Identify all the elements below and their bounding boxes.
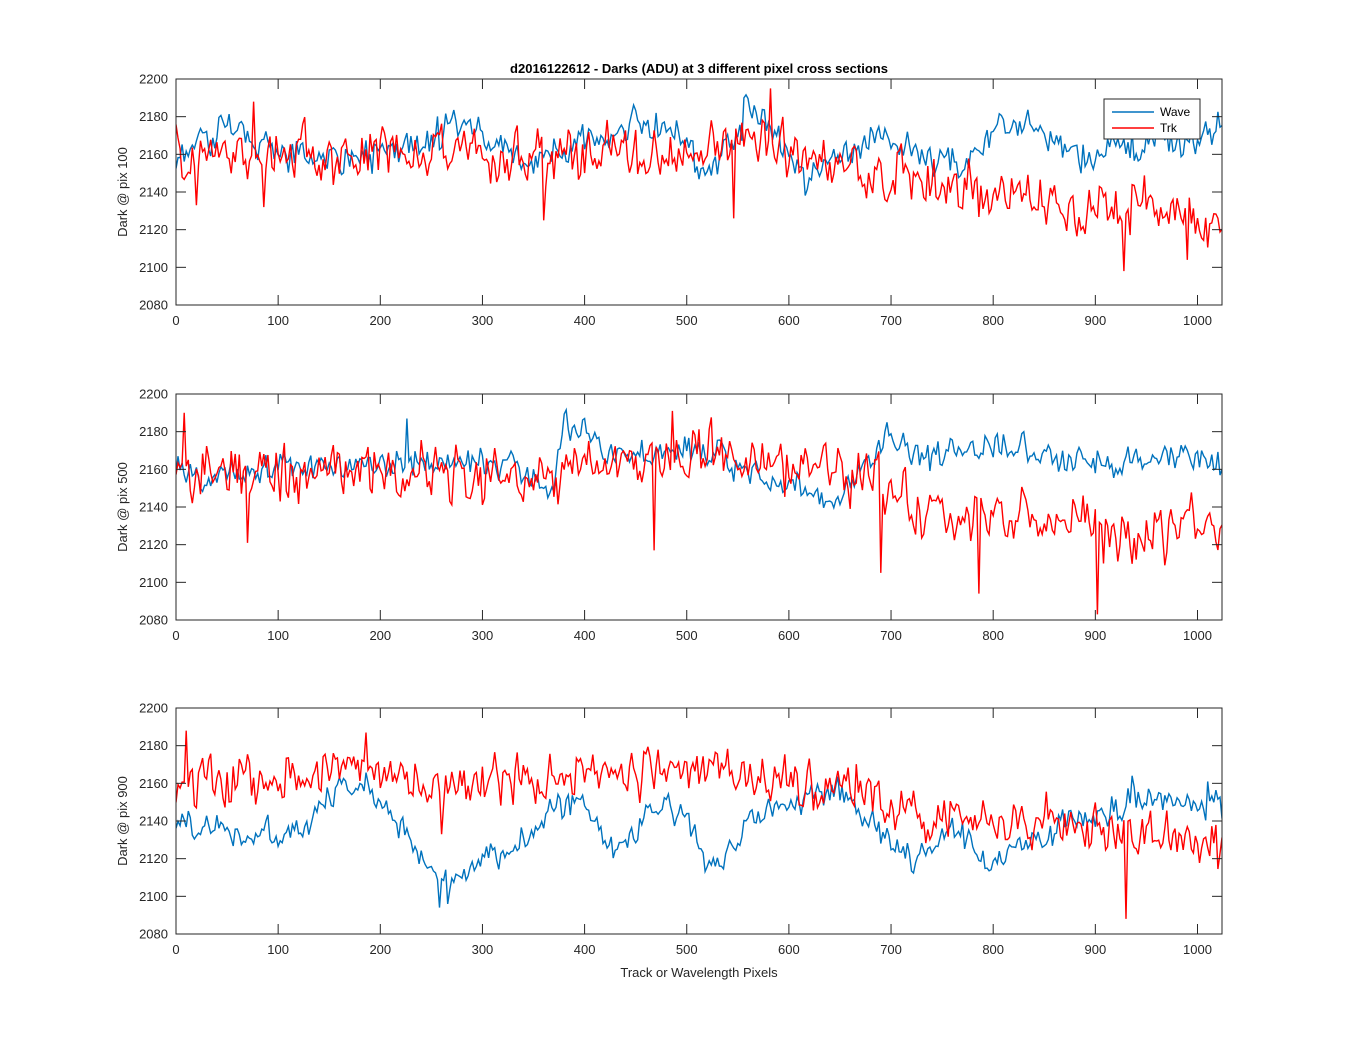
- y-tick-label: 2180: [139, 738, 168, 753]
- legend-label-wave: Wave: [1160, 105, 1191, 119]
- series-line-trk: [176, 730, 1222, 919]
- series-line-trk: [176, 88, 1222, 272]
- x-tick-label: 1000: [1183, 942, 1212, 957]
- y-tick-label: 2200: [139, 72, 168, 87]
- y-tick-label: 2080: [139, 298, 168, 313]
- x-tick-label: 500: [676, 942, 698, 957]
- x-tick-label: 0: [172, 313, 179, 328]
- plot-area: [175, 78, 1223, 306]
- x-tick-label: 700: [880, 942, 902, 957]
- figure-title: d2016122612 - Darks (ADU) at 3 different…: [510, 61, 888, 76]
- x-tick-label: 300: [472, 313, 494, 328]
- y-axis-label: Dark @ pix 500: [115, 462, 130, 552]
- x-tick-label: 1000: [1183, 628, 1212, 643]
- plot-area: [175, 707, 1223, 935]
- y-tick-label: 2180: [139, 424, 168, 439]
- y-tick-label: 2200: [139, 701, 168, 716]
- y-axis-label: Dark @ pix 100: [115, 147, 130, 237]
- x-tick-label: 100: [267, 628, 289, 643]
- series-line-wave: [176, 93, 1222, 196]
- x-axis-label: Track or Wavelength Pixels: [620, 965, 778, 980]
- y-tick-label: 2200: [139, 387, 168, 402]
- x-tick-label: 400: [574, 313, 596, 328]
- x-tick-label: 600: [778, 942, 800, 957]
- y-tick-label: 2100: [139, 889, 168, 904]
- y-tick-label: 2180: [139, 109, 168, 124]
- x-tick-label: 800: [982, 628, 1004, 643]
- y-tick-label: 2120: [139, 851, 168, 866]
- x-tick-label: 100: [267, 313, 289, 328]
- x-tick-label: 500: [676, 313, 698, 328]
- series-line-trk: [176, 410, 1222, 615]
- x-tick-label: 200: [369, 628, 391, 643]
- x-tick-label: 700: [880, 628, 902, 643]
- x-tick-label: 900: [1084, 628, 1106, 643]
- x-tick-label: 1000: [1183, 313, 1212, 328]
- y-tick-label: 2120: [139, 222, 168, 237]
- legend-box: [1103, 98, 1201, 140]
- subplot-1: 0 100 200 300 400 500 600 700 800 900 1000 2080 2100…: [115, 72, 1223, 328]
- plot-area: [175, 393, 1223, 621]
- x-tick-label: 900: [1084, 313, 1106, 328]
- x-tick-label: 400: [574, 942, 596, 957]
- x-tick-label: 800: [982, 942, 1004, 957]
- y-tick-label: 2100: [139, 260, 168, 275]
- x-tick-label: 600: [778, 313, 800, 328]
- legend-label-trk: Trk: [1160, 121, 1178, 135]
- x-tick-label: 400: [574, 628, 596, 643]
- y-tick-label: 2160: [139, 462, 168, 477]
- x-tick-label: 800: [982, 313, 1004, 328]
- x-tick-label: 300: [472, 942, 494, 957]
- y-tick-label: 2100: [139, 575, 168, 590]
- y-tick-label: 2160: [139, 776, 168, 791]
- legend: Wave Trk: [1103, 98, 1201, 140]
- x-tick-label: 600: [778, 628, 800, 643]
- y-tick-label: 2140: [139, 814, 168, 829]
- x-tick-label: 900: [1084, 942, 1106, 957]
- y-tick-label: 2160: [139, 147, 168, 162]
- x-tick-label: 200: [369, 942, 391, 957]
- x-tick-label: 500: [676, 628, 698, 643]
- subplot-3: 0 100 200 300 400 500 600 700 800 900 1000 2080 2100…: [115, 701, 1223, 957]
- y-tick-label: 2120: [139, 537, 168, 552]
- subplot-2: 0 100 200 300 400 500 600 700 800 900 1000 2080 2100…: [115, 387, 1223, 643]
- y-tick-label: 2140: [139, 500, 168, 515]
- x-tick-label: 0: [172, 942, 179, 957]
- y-axis-label: Dark @ pix 900: [115, 776, 130, 866]
- x-tick-label: 700: [880, 313, 902, 328]
- x-tick-label: 100: [267, 942, 289, 957]
- x-tick-label: 200: [369, 313, 391, 328]
- x-tick-label: 300: [472, 628, 494, 643]
- y-tick-label: 2080: [139, 613, 168, 628]
- y-tick-label: 2080: [139, 927, 168, 942]
- y-tick-label: 2140: [139, 185, 168, 200]
- x-tick-label: 0: [172, 628, 179, 643]
- series-line-wave: [176, 772, 1222, 908]
